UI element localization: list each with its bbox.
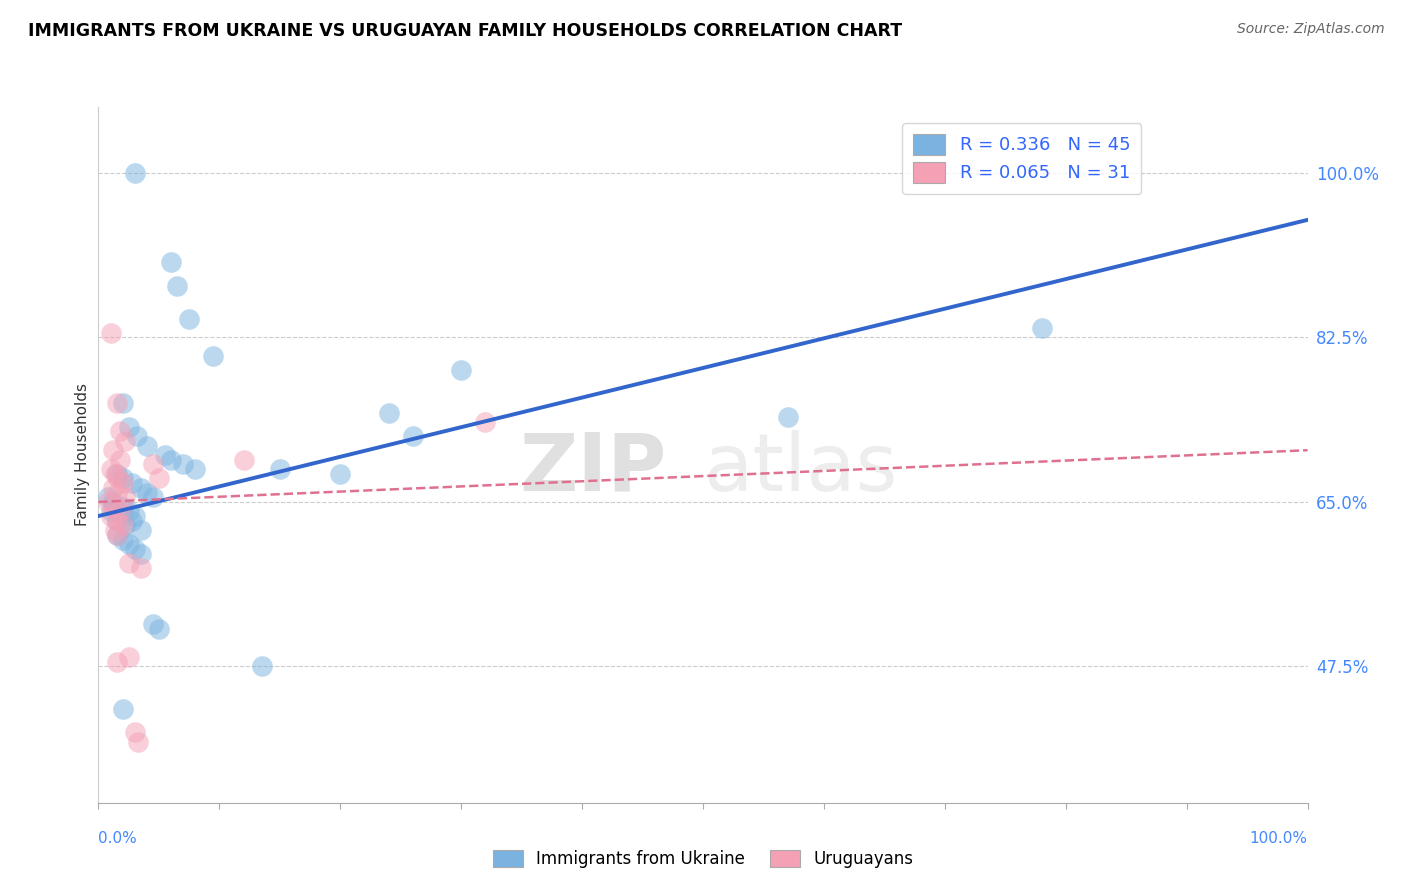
Point xyxy=(108,504,131,518)
Point xyxy=(101,500,124,514)
Point xyxy=(105,514,128,528)
Point xyxy=(124,725,146,739)
Point xyxy=(129,523,152,537)
Point xyxy=(97,495,120,509)
Point xyxy=(142,458,165,472)
Point xyxy=(377,406,399,420)
Point xyxy=(114,434,136,448)
Point xyxy=(111,533,134,547)
Point xyxy=(329,467,352,481)
Point xyxy=(776,410,799,425)
Point xyxy=(118,556,141,570)
Point xyxy=(121,514,143,528)
Point xyxy=(108,452,131,467)
Point xyxy=(118,537,141,551)
Point xyxy=(160,452,183,467)
Point xyxy=(111,500,134,514)
Point xyxy=(121,476,143,491)
Point xyxy=(232,452,254,467)
Point xyxy=(104,523,127,537)
Y-axis label: Family Households: Family Households xyxy=(75,384,90,526)
Point xyxy=(105,655,128,669)
Point xyxy=(108,425,131,439)
Point xyxy=(129,481,152,495)
Point xyxy=(105,528,128,542)
Point xyxy=(129,560,152,574)
Point xyxy=(114,490,136,504)
Point xyxy=(101,481,124,495)
Point xyxy=(166,278,188,293)
Point xyxy=(111,702,134,716)
Text: atlas: atlas xyxy=(703,430,897,508)
Point xyxy=(142,490,165,504)
Point xyxy=(450,363,472,377)
Point xyxy=(402,429,425,443)
Text: 0.0%: 0.0% xyxy=(98,831,138,847)
Point xyxy=(104,467,127,481)
Point xyxy=(142,617,165,632)
Point xyxy=(250,659,273,673)
Point xyxy=(100,509,122,524)
Point xyxy=(107,471,129,485)
Point xyxy=(105,396,128,410)
Point xyxy=(101,443,124,458)
Point xyxy=(148,471,170,485)
Point xyxy=(111,471,134,485)
Point xyxy=(172,458,194,472)
Point xyxy=(105,528,128,542)
Point xyxy=(97,490,120,504)
Point xyxy=(100,326,122,340)
Point xyxy=(111,396,134,410)
Point xyxy=(135,485,157,500)
Point xyxy=(160,255,183,269)
Point xyxy=(124,166,146,180)
Point xyxy=(114,518,136,533)
Point xyxy=(118,650,141,665)
Text: IMMIGRANTS FROM UKRAINE VS URUGUAYAN FAMILY HOUSEHOLDS CORRELATION CHART: IMMIGRANTS FROM UKRAINE VS URUGUAYAN FAM… xyxy=(28,22,903,40)
Point xyxy=(153,448,176,462)
Text: Source: ZipAtlas.com: Source: ZipAtlas.com xyxy=(1237,22,1385,37)
Point xyxy=(124,509,146,524)
Point xyxy=(474,415,496,429)
Point xyxy=(135,438,157,452)
Point xyxy=(111,518,134,533)
Point xyxy=(105,514,128,528)
Legend: R = 0.336   N = 45, R = 0.065   N = 31: R = 0.336 N = 45, R = 0.065 N = 31 xyxy=(903,123,1142,194)
Text: ZIP: ZIP xyxy=(519,430,666,508)
Point xyxy=(111,476,134,491)
Point xyxy=(118,419,141,434)
Point xyxy=(100,462,122,476)
Point xyxy=(101,495,124,509)
Point xyxy=(1031,321,1053,335)
Point xyxy=(100,504,122,518)
Point xyxy=(269,462,291,476)
Point xyxy=(148,622,170,636)
Point xyxy=(124,541,146,556)
Point xyxy=(127,429,149,443)
Point xyxy=(118,504,141,518)
Point xyxy=(202,349,225,363)
Point xyxy=(129,547,152,561)
Legend: Immigrants from Ukraine, Uruguayans: Immigrants from Ukraine, Uruguayans xyxy=(486,843,920,875)
Point xyxy=(127,734,149,748)
Point xyxy=(179,311,201,326)
Point xyxy=(105,467,128,481)
Text: 100.0%: 100.0% xyxy=(1250,831,1308,847)
Point xyxy=(105,485,128,500)
Point xyxy=(184,462,207,476)
